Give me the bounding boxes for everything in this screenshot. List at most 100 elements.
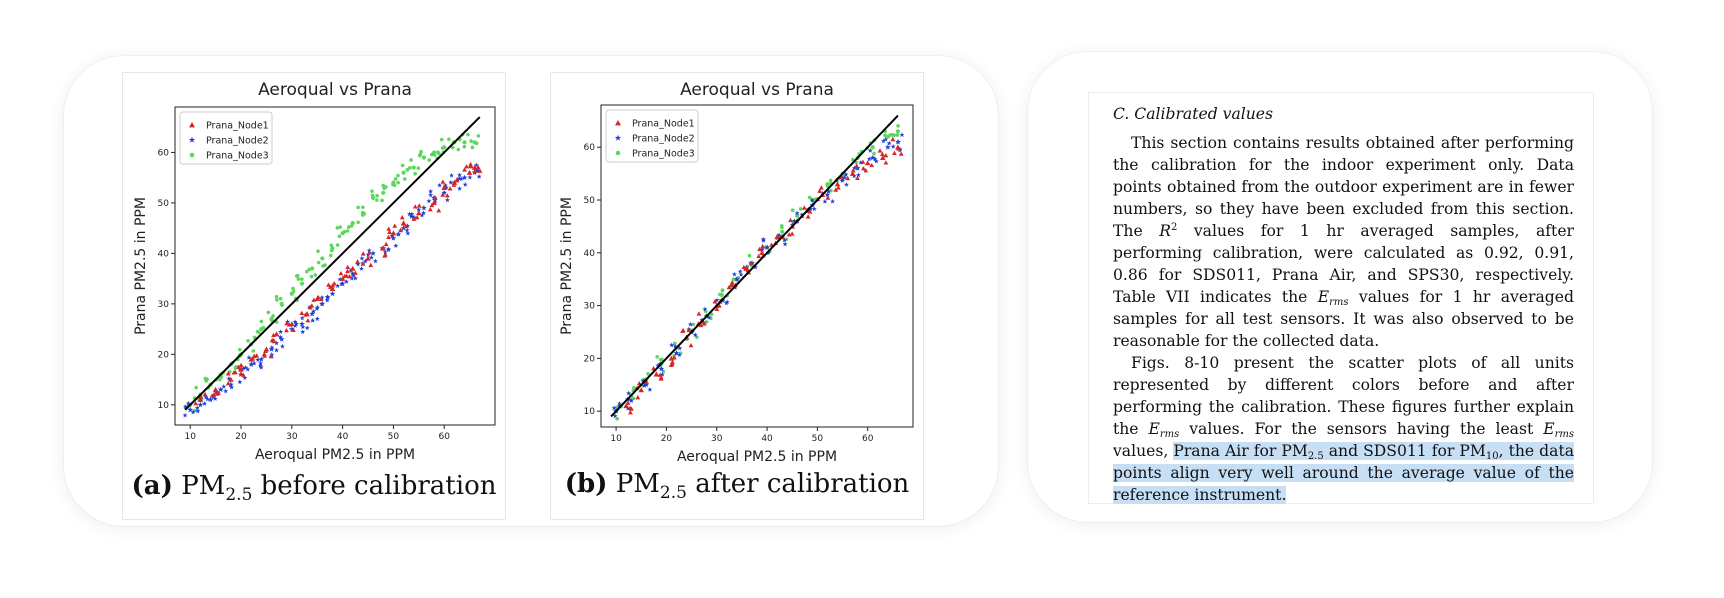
point-cluster-prana-node1 <box>854 163 860 168</box>
point-cluster-prana-node3 <box>329 243 334 248</box>
legend-label: Prana_Node2 <box>632 134 695 145</box>
point-cluster-prana-node1 <box>211 392 217 397</box>
scatter-plot-before-calibration: Aeroqual vs Prana 10 20 30 40 50 60 10 20 30 40 50 6… <box>133 80 496 463</box>
point-cluster-prana-node2 <box>277 334 283 340</box>
point-prana-node3 <box>895 129 901 134</box>
figure-a-panel: Aeroqual vs Prana 10 20 30 40 50 60 10 20 30 40 50 6… <box>122 72 506 520</box>
point-cluster-prana-node3 <box>825 184 830 188</box>
plot-frame <box>600 104 914 428</box>
point-cluster-prana-node1 <box>327 284 333 289</box>
point-cluster-prana-node1 <box>305 318 311 323</box>
point-cluster-prana-node1 <box>892 150 897 155</box>
point-cluster-prana-node1 <box>436 208 442 213</box>
point-cluster-prana-node3 <box>218 377 222 382</box>
point-prana-node3 <box>310 266 315 271</box>
point-cluster-prana-node3 <box>370 189 374 193</box>
point-cluster-prana-node1 <box>898 151 904 156</box>
legend: Prana_Node1 Prana_Node2 Prana_Node3 <box>605 109 699 163</box>
point-cluster-prana-node2 <box>337 276 343 282</box>
point-cluster-prana-node1 <box>451 182 457 187</box>
legend-marker-prana-node2 <box>614 134 622 141</box>
point-prana-node2 <box>329 290 336 297</box>
x-tick-label: 50 <box>812 434 824 444</box>
point-cluster-prana-node2 <box>822 198 828 204</box>
point-cluster-prana-node2 <box>372 258 378 264</box>
x-axis-label: Aeroqual PM2.5 in PPM <box>677 449 837 465</box>
highlighted-text[interactable]: Prana Air for PM2.5 and SDS011 for PM10,… <box>1113 442 1575 504</box>
data-points <box>611 124 905 421</box>
point-cluster-prana-node2 <box>229 384 235 390</box>
point-cluster-prana-node2 <box>315 304 320 310</box>
legend-label: Prana_Node1 <box>632 119 695 130</box>
point-cluster-prana-node3 <box>872 151 876 156</box>
point-cluster-prana-node1 <box>345 268 350 274</box>
point-prana-node1 <box>339 275 346 281</box>
point-cluster-prana-node3 <box>337 234 342 239</box>
point-cluster-prana-node2 <box>745 269 751 274</box>
point-cluster-prana-node3 <box>432 153 437 157</box>
point-cluster-prana-node3 <box>280 303 284 307</box>
point-cluster-prana-node3 <box>194 385 198 390</box>
point-cluster-prana-node2 <box>858 160 864 165</box>
point-cluster-prana-node2 <box>355 261 361 267</box>
point-cluster-prana-node2 <box>389 233 395 238</box>
point-cluster-prana-node3 <box>440 146 445 150</box>
point-prana-node1 <box>238 366 244 372</box>
point-cluster-prana-node1 <box>261 351 267 357</box>
point-cluster-prana-node3 <box>672 341 677 346</box>
point-cluster-prana-node2 <box>195 408 201 414</box>
point-cluster-prana-node3 <box>321 264 325 268</box>
point-cluster-prana-node2 <box>476 174 482 179</box>
caption-label: (b) <box>564 469 608 499</box>
point-cluster-prana-node3 <box>447 137 451 142</box>
point-cluster-prana-node1 <box>696 311 702 316</box>
point-cluster-prana-node1 <box>366 250 372 255</box>
point-prana-node1 <box>212 386 219 392</box>
x-tick-label: 20 <box>235 432 247 442</box>
x-tick-label: 60 <box>438 432 450 442</box>
point-cluster-prana-node1 <box>688 342 694 348</box>
point-cluster-prana-node1 <box>382 252 388 257</box>
point-cluster-prana-node2 <box>866 156 872 162</box>
point-prana-node1 <box>273 331 280 337</box>
point-cluster-prana-node3 <box>237 347 242 352</box>
point-cluster-prana-node2 <box>731 271 737 277</box>
point-cluster-prana-node3 <box>300 277 304 281</box>
point-cluster-prana-node2 <box>659 371 665 377</box>
point-prana-node1 <box>774 234 780 240</box>
point-cluster-prana-node1 <box>386 234 392 239</box>
point-prana-node2 <box>733 276 740 282</box>
point-cluster-prana-node3 <box>233 366 238 370</box>
point-cluster-prana-node3 <box>896 124 900 128</box>
point-prana-node2 <box>764 244 770 250</box>
point-cluster-prana-node1 <box>860 159 866 164</box>
point-cluster-prana-node2 <box>212 396 218 401</box>
point-cluster-prana-node3 <box>329 253 333 258</box>
point-cluster-prana-node3 <box>261 325 266 330</box>
point-cluster-prana-node3 <box>883 133 887 138</box>
point-cluster-prana-node1 <box>835 185 841 190</box>
x-tick-label: 40 <box>761 434 773 444</box>
point-cluster-prana-node1 <box>315 294 321 300</box>
point-cluster-prana-node3 <box>362 212 366 216</box>
point-cluster-prana-node1 <box>414 215 420 220</box>
point-cluster-prana-node1 <box>760 243 766 249</box>
point-cluster-prana-node3 <box>291 286 295 291</box>
point-cluster-prana-node2 <box>237 379 243 385</box>
point-cluster-prana-node2 <box>269 352 275 357</box>
point-cluster-prana-node2 <box>205 396 210 402</box>
point-cluster-prana-node2 <box>365 252 371 258</box>
point-cluster-prana-node3 <box>892 133 896 137</box>
point-cluster-prana-node1 <box>788 217 793 223</box>
point-cluster-prana-node2 <box>886 140 892 146</box>
point-cluster-prana-node2 <box>811 206 817 212</box>
point-cluster-prana-node2 <box>221 383 227 389</box>
point-cluster-prana-node3 <box>895 133 900 137</box>
caption-label: (a) <box>131 471 173 501</box>
point-cluster-prana-node3 <box>294 274 299 278</box>
point-cluster-prana-node1 <box>883 153 889 158</box>
point-cluster-prana-node3 <box>474 141 479 146</box>
legend-marker-prana-node2 <box>188 136 196 143</box>
point-prana-node1 <box>365 255 371 261</box>
point-cluster-prana-node3 <box>450 145 455 150</box>
